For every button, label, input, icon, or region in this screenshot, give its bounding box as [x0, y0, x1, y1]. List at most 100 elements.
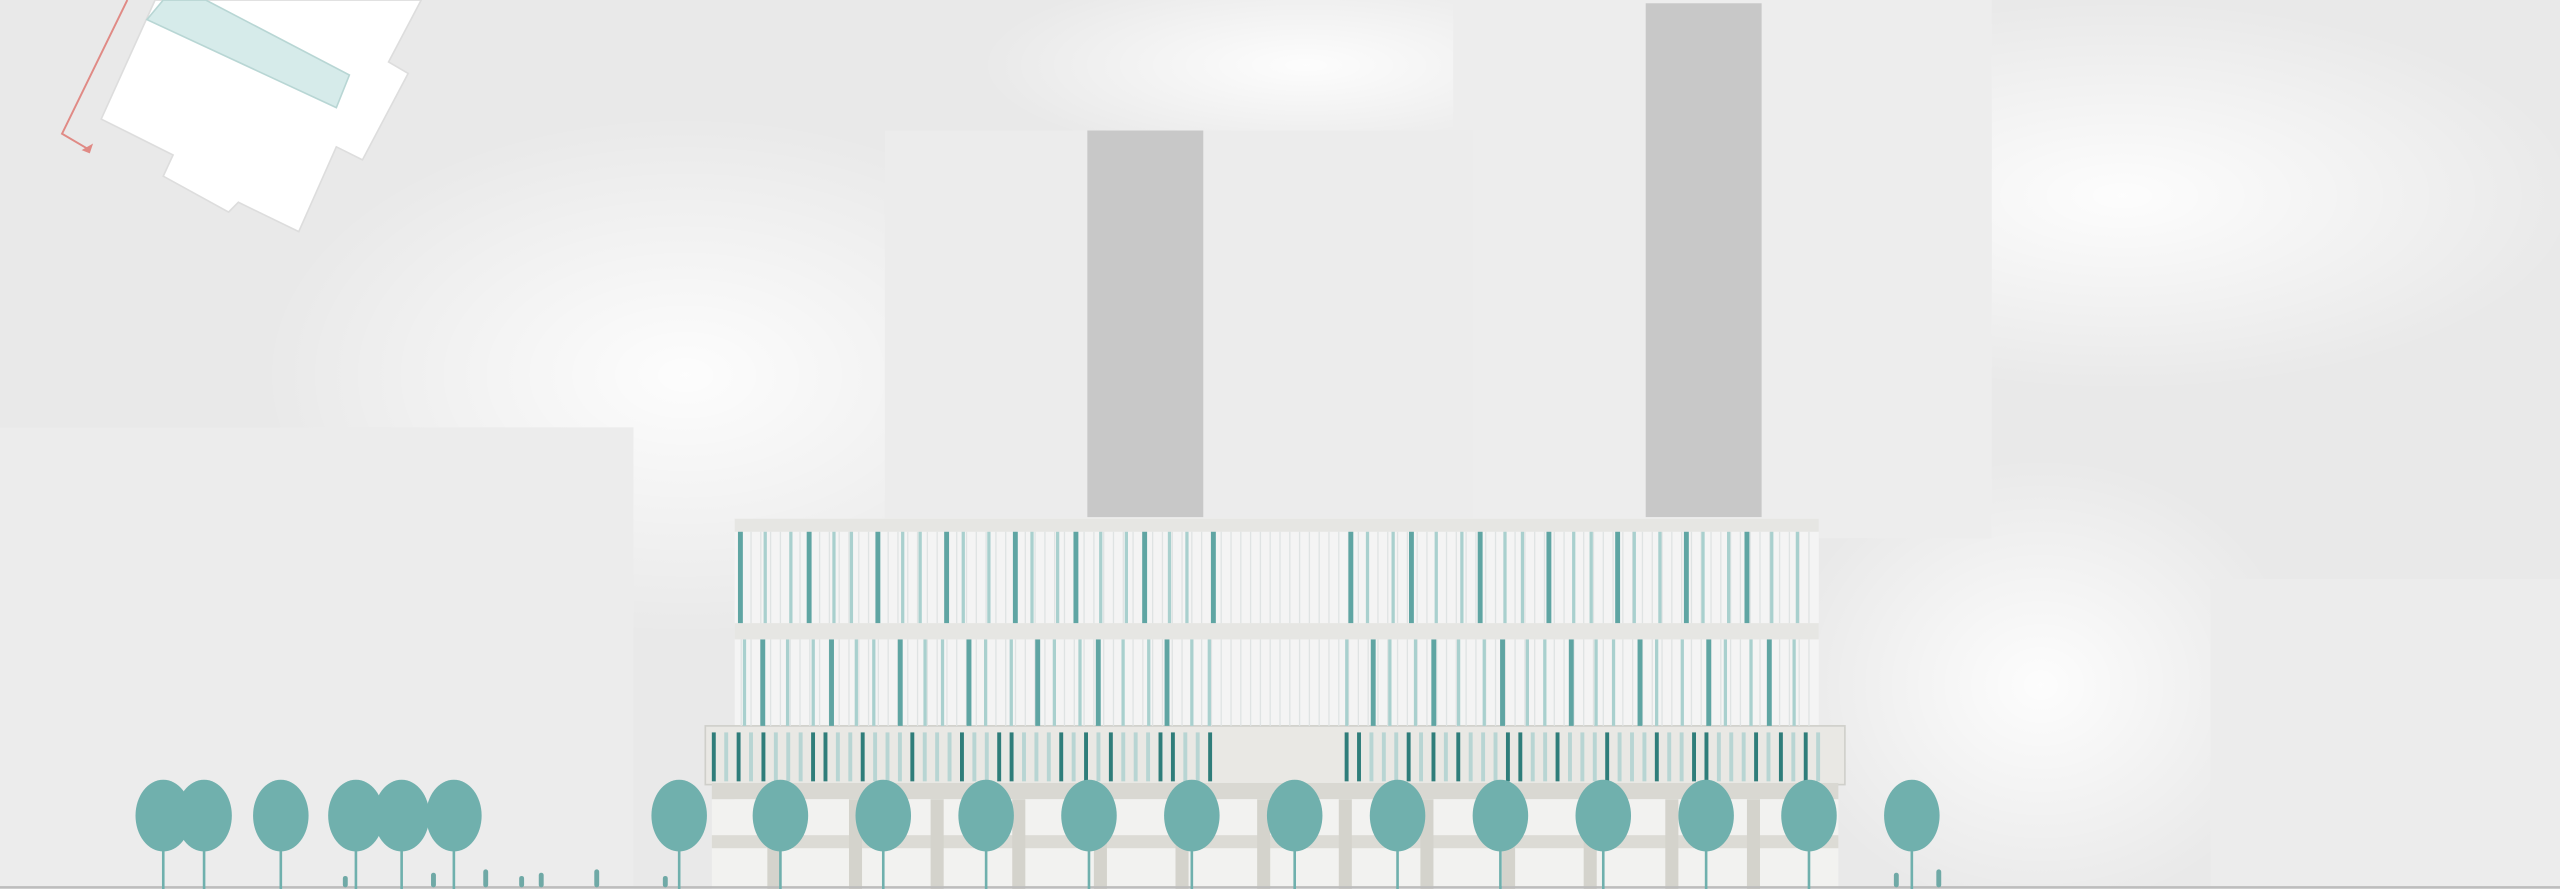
fin	[763, 531, 767, 624]
tree-crown	[752, 779, 809, 852]
fin	[1133, 732, 1138, 782]
north-arrow	[60, 0, 129, 151]
fin	[1505, 732, 1510, 782]
fin	[1632, 531, 1636, 624]
fin	[811, 639, 815, 726]
fin	[1530, 732, 1535, 782]
fin	[1766, 732, 1771, 782]
fin	[1046, 732, 1051, 782]
fin	[1770, 531, 1774, 624]
fin	[1744, 531, 1750, 624]
fin	[901, 531, 905, 624]
fin	[1096, 732, 1101, 782]
fin	[1009, 732, 1014, 782]
fin	[1370, 639, 1376, 726]
fin	[835, 732, 840, 782]
fin	[711, 732, 716, 782]
fin	[1460, 531, 1464, 624]
tree-crown	[1678, 779, 1734, 852]
fin	[1500, 639, 1505, 726]
column	[1338, 799, 1352, 889]
fin	[1468, 732, 1473, 782]
fin	[1164, 639, 1170, 726]
fin	[944, 531, 950, 624]
fin	[1147, 639, 1151, 726]
fin	[1589, 531, 1593, 624]
fin	[1795, 531, 1800, 624]
tree-crown	[1472, 779, 1529, 852]
fin	[1434, 531, 1438, 624]
fin	[1692, 732, 1697, 782]
fin	[1520, 531, 1525, 624]
fin	[786, 732, 791, 782]
fin	[1729, 732, 1734, 782]
key-plan	[60, 0, 423, 233]
fin	[811, 732, 816, 782]
fin	[773, 732, 778, 782]
fin	[1611, 639, 1616, 726]
fin	[947, 732, 952, 782]
fin	[1190, 639, 1194, 726]
tree-crown	[1575, 779, 1632, 852]
fin	[1443, 732, 1448, 782]
fin	[1142, 531, 1148, 624]
fin	[1167, 531, 1172, 624]
fin	[1754, 732, 1759, 782]
fin	[860, 732, 865, 782]
fin	[1413, 639, 1418, 726]
fin	[897, 639, 903, 726]
fin	[749, 732, 753, 782]
neighbor-block	[0, 427, 634, 889]
fin	[829, 639, 834, 726]
fin	[1791, 732, 1796, 782]
fin	[1594, 639, 1598, 726]
person	[431, 872, 436, 888]
fin	[873, 732, 878, 782]
fin	[1803, 732, 1808, 782]
floor-band	[734, 518, 1819, 532]
fin	[761, 732, 766, 782]
fin	[1493, 732, 1498, 782]
fin	[960, 732, 964, 782]
fin	[935, 732, 940, 782]
tower-core	[1645, 3, 1762, 518]
fin	[1778, 732, 1783, 782]
north-arrow-head	[81, 143, 94, 154]
fin	[1654, 732, 1659, 782]
fin	[1683, 531, 1689, 624]
fin	[1704, 732, 1709, 782]
tower-core	[1087, 130, 1204, 518]
fin	[1185, 531, 1189, 624]
fin	[1456, 732, 1461, 782]
fin	[885, 732, 890, 782]
tree-crown	[135, 779, 192, 852]
tree-crown	[855, 779, 912, 852]
floor-band	[734, 623, 1819, 640]
fin	[918, 531, 922, 624]
fin	[1543, 732, 1548, 782]
fin	[1481, 732, 1486, 782]
fin	[1580, 732, 1585, 782]
tree-crown	[1781, 779, 1837, 852]
fin	[1052, 639, 1056, 726]
fin	[1121, 639, 1125, 726]
fin	[966, 639, 972, 726]
fin	[1022, 732, 1026, 782]
person	[1936, 869, 1942, 888]
tree-crown	[176, 779, 232, 852]
fin	[961, 531, 965, 624]
fin	[1059, 732, 1064, 782]
fin	[1525, 639, 1529, 726]
fin	[1108, 732, 1113, 782]
fin	[1345, 639, 1349, 726]
fin	[1078, 639, 1082, 726]
column	[1665, 799, 1679, 889]
fin	[872, 639, 876, 726]
fin	[1195, 732, 1200, 782]
fin	[1095, 639, 1101, 726]
fin	[1073, 531, 1079, 624]
fin	[1679, 732, 1684, 782]
fin	[849, 531, 854, 624]
fin	[737, 531, 743, 624]
person	[483, 869, 489, 888]
